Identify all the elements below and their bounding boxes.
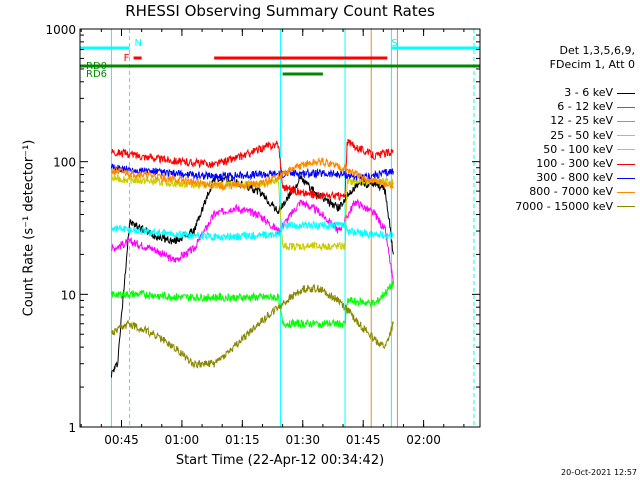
legend-swatch bbox=[617, 149, 635, 151]
flag-label-n: N bbox=[135, 38, 142, 49]
x-tick-label-0: 00:45 bbox=[104, 433, 139, 447]
legend-entry-300-800-kev: 300 - 800 keV bbox=[536, 171, 635, 184]
legend-label: 7000 - 15000 keV bbox=[515, 199, 613, 213]
legend-swatch bbox=[617, 163, 635, 165]
generation-timestamp: 20-Oct-2021 12:57 bbox=[561, 468, 637, 477]
legend-swatch bbox=[617, 106, 635, 108]
flag-label-rd0: RD0 bbox=[86, 61, 107, 72]
axes: 00:45 01:00 01:15 01:30 01:45 02:00 1 10 100 1000 bbox=[45, 23, 480, 447]
y-tick-label-1: 10 bbox=[61, 288, 76, 302]
legend-entry-7000-15000-kev: 7000 - 15000 keV bbox=[515, 200, 635, 213]
y-axis-label: Count Rate (s⁻¹ detector⁻¹) bbox=[21, 139, 37, 317]
x-tick-label-3: 01:30 bbox=[285, 433, 320, 447]
legend-label: 800 - 7000 keV bbox=[529, 185, 613, 199]
legend-label: 50 - 100 keV bbox=[543, 142, 613, 156]
legend-label: 3 - 6 keV bbox=[564, 86, 613, 99]
legend-header-line-2: FDecim 1, Att 0 bbox=[549, 58, 635, 71]
x-tick-label-4: 01:45 bbox=[346, 433, 381, 447]
y-tick-label-0: 1 bbox=[68, 421, 76, 435]
plot-frame bbox=[79, 28, 481, 428]
legend-swatch bbox=[617, 206, 635, 208]
legend-label: 100 - 300 keV bbox=[536, 157, 613, 170]
series-7000-15000-kev bbox=[111, 283, 394, 370]
chart-title: RHESSI Observing Summary Count Rates bbox=[125, 2, 435, 20]
flag-label-rd6: RD6 bbox=[86, 69, 107, 80]
x-tick-label-2: 01:15 bbox=[225, 433, 260, 447]
flag-label-s: S bbox=[391, 38, 397, 49]
legend-entry-6-12-kev: 6 - 12 keV bbox=[557, 100, 635, 113]
legend-entry-25-50-kev: 25 - 50 keV bbox=[550, 129, 635, 142]
x-axis-label: Start Time (22-Apr-12 00:34:42) bbox=[175, 453, 385, 468]
legend-entry-12-25-kev: 12 - 25 keV bbox=[550, 114, 635, 127]
legend-swatch bbox=[617, 92, 635, 94]
y-tick-label-2: 100 bbox=[53, 156, 76, 170]
legend-swatch bbox=[617, 135, 635, 137]
series-100-300-kev bbox=[110, 138, 394, 202]
series-800-7000-kev bbox=[110, 156, 394, 191]
series-12-25-kev bbox=[110, 281, 394, 329]
vertical-markers bbox=[79, 29, 475, 427]
series-3-6-kev bbox=[110, 174, 394, 378]
legend-entry-50-100-kev: 50 - 100 keV bbox=[543, 143, 635, 156]
legend-entry-100-300-kev: 100 - 300 keV bbox=[536, 157, 635, 170]
legend-swatch bbox=[617, 191, 635, 193]
series-25-50-kev bbox=[110, 219, 394, 242]
legend-label: 25 - 50 keV bbox=[550, 128, 613, 142]
legend-label: 300 - 800 keV bbox=[536, 171, 613, 185]
legend-label: 12 - 25 keV bbox=[550, 114, 613, 128]
legend-entry-3-6-kev: 3 - 6 keV bbox=[564, 86, 635, 99]
flag-label-f: F bbox=[124, 53, 130, 64]
x-tick-label-1: 01:00 bbox=[165, 433, 200, 447]
series-300-800-kev bbox=[110, 163, 394, 182]
series-lines bbox=[110, 138, 394, 378]
y-tick-label-3: 1000 bbox=[45, 23, 76, 37]
series-6-12-kev bbox=[111, 198, 394, 284]
x-tick-label-5: 02:00 bbox=[406, 433, 441, 447]
legend-header-line-1: Det 1,3,5,6,9, bbox=[559, 44, 635, 57]
legend-swatch bbox=[617, 177, 635, 179]
legend-entry-800-7000-kev: 800 - 7000 keV bbox=[529, 185, 635, 198]
legend-label: 6 - 12 keV bbox=[557, 100, 613, 114]
series-50-100-kev bbox=[110, 174, 394, 252]
legend-swatch bbox=[617, 120, 635, 122]
